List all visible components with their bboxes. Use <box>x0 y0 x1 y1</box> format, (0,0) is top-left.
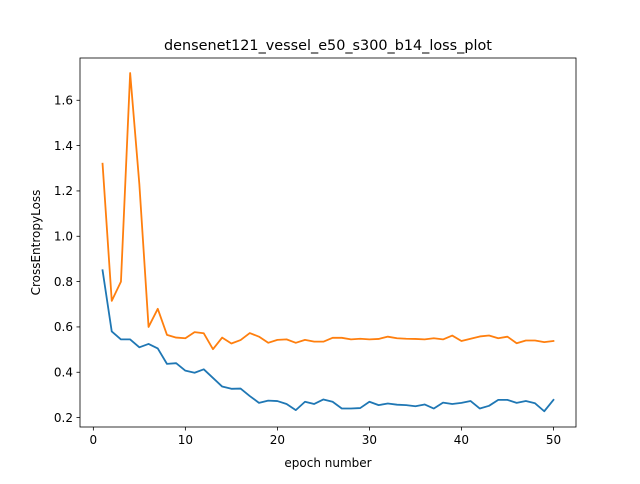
x-axis-label: epoch number <box>284 456 371 470</box>
series-line-1 <box>101 269 555 413</box>
x-tick-label: 50 <box>546 433 561 447</box>
y-tick-label: 0.2 <box>54 411 73 425</box>
y-tick-label: 1.2 <box>54 184 73 198</box>
y-tick-label: 1.0 <box>54 230 73 244</box>
y-axis-label: CrossEntropyLoss <box>29 190 43 296</box>
x-tick-label: 10 <box>178 433 193 447</box>
y-tick-label: 0.6 <box>54 320 73 334</box>
y-tick-label: 0.4 <box>54 366 73 380</box>
y-tick-label: 1.4 <box>54 139 73 153</box>
series-line-2 <box>101 72 555 351</box>
x-tick-label: 0 <box>90 433 98 447</box>
y-tick-label: 1.6 <box>54 94 73 108</box>
y-tick-label: 0.8 <box>54 275 73 289</box>
x-tick-label: 30 <box>362 433 377 447</box>
x-tick-label: 40 <box>454 433 469 447</box>
chart-title: densenet121_vessel_e50_s300_b14_loss_plo… <box>164 38 492 54</box>
series-lines <box>101 72 555 413</box>
x-tick-label: 20 <box>270 433 285 447</box>
plot-area-frame <box>79 57 577 428</box>
axis-ticks: 0 10 20 30 40 50 0.2 0.4 0.6 0.8 1.0 1.2 1.4 1.6 <box>54 94 561 447</box>
